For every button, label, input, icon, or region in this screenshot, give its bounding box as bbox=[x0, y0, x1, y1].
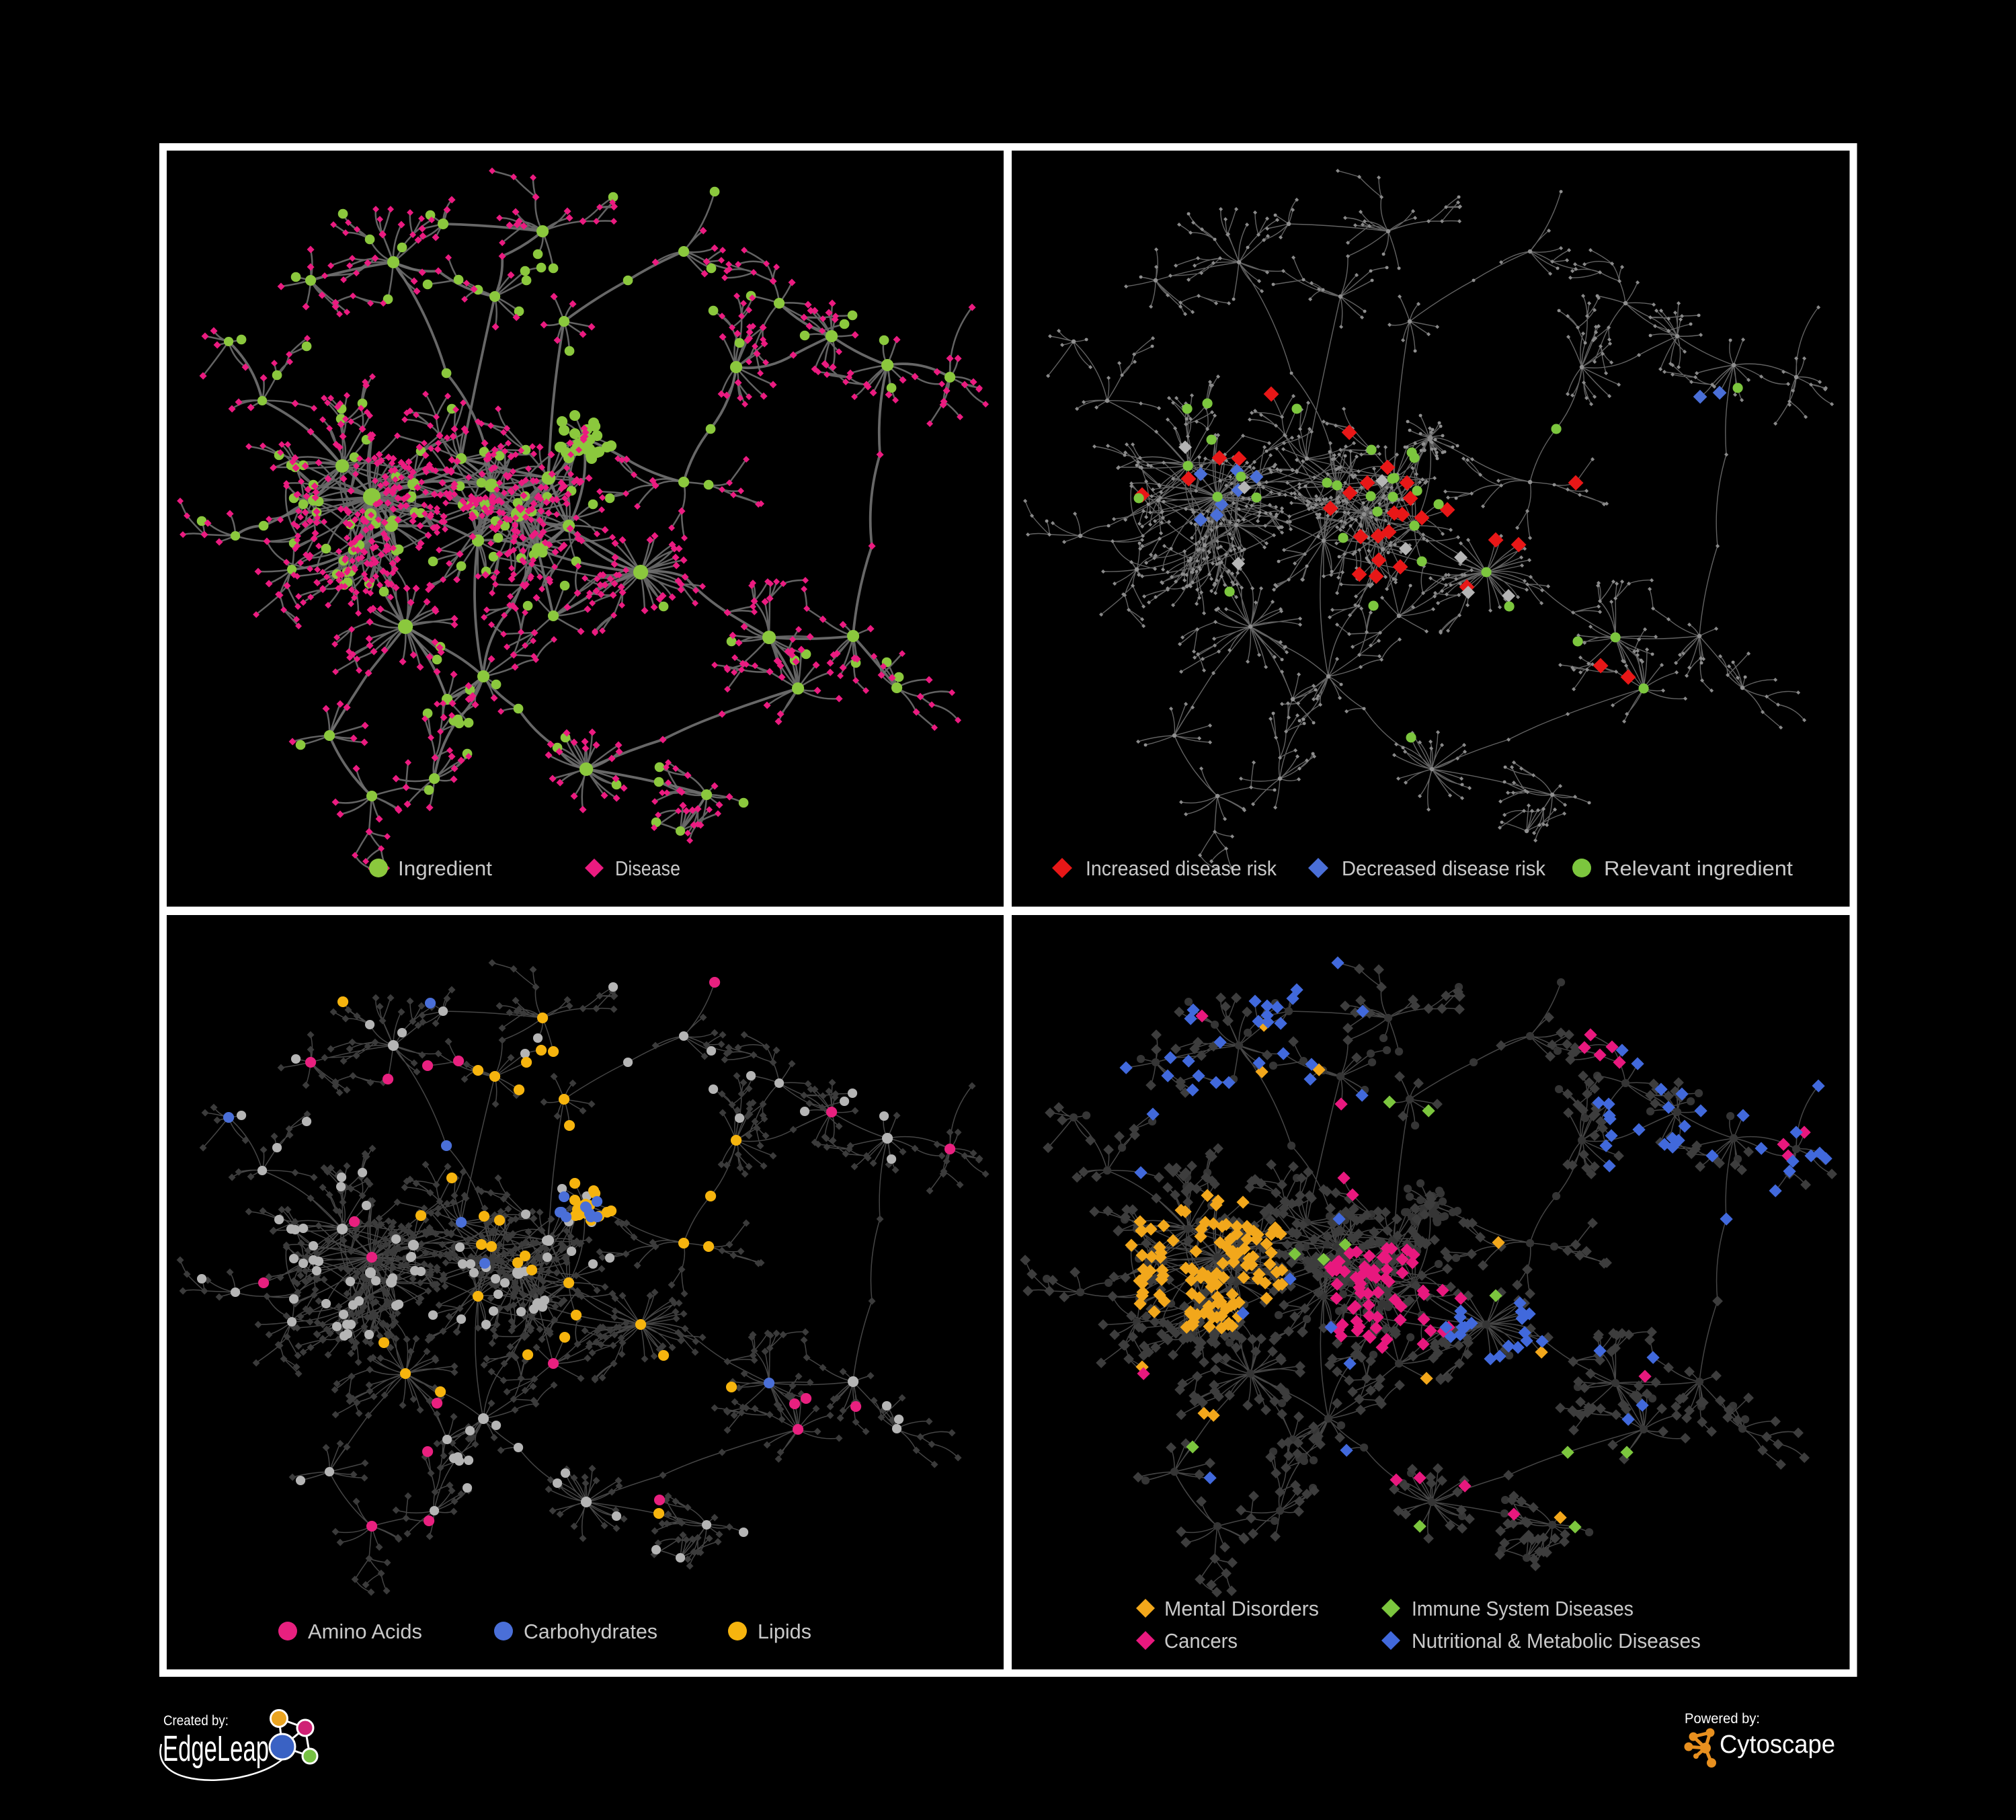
svg-text:Lipids: Lipids bbox=[758, 1620, 811, 1643]
svg-text:Powered by:: Powered by: bbox=[1685, 1711, 1760, 1727]
svg-text:Relevant ingredient: Relevant ingredient bbox=[1604, 857, 1793, 880]
svg-text:Nutritional & Metabolic Diseas: Nutritional & Metabolic Diseases bbox=[1412, 1629, 1701, 1653]
svg-text:Cancers: Cancers bbox=[1164, 1629, 1238, 1653]
svg-text:Created by:: Created by: bbox=[163, 1713, 229, 1729]
svg-text:Cytoscape: Cytoscape bbox=[1720, 1731, 1835, 1759]
svg-text:Disease: Disease bbox=[615, 857, 680, 880]
svg-text:Carbohydrates: Carbohydrates bbox=[524, 1620, 657, 1643]
svg-text:Increased disease risk: Increased disease risk bbox=[1086, 857, 1277, 880]
svg-text:Decreased disease risk: Decreased disease risk bbox=[1342, 857, 1545, 880]
svg-text:Immune System Diseases: Immune System Diseases bbox=[1412, 1597, 1634, 1620]
svg-text:Ingredient: Ingredient bbox=[398, 857, 492, 880]
svg-text:Mental Disorders: Mental Disorders bbox=[1164, 1597, 1319, 1620]
svg-text:EdgeLeap: EdgeLeap bbox=[163, 1729, 269, 1769]
svg-text:Amino Acids: Amino Acids bbox=[308, 1620, 422, 1643]
